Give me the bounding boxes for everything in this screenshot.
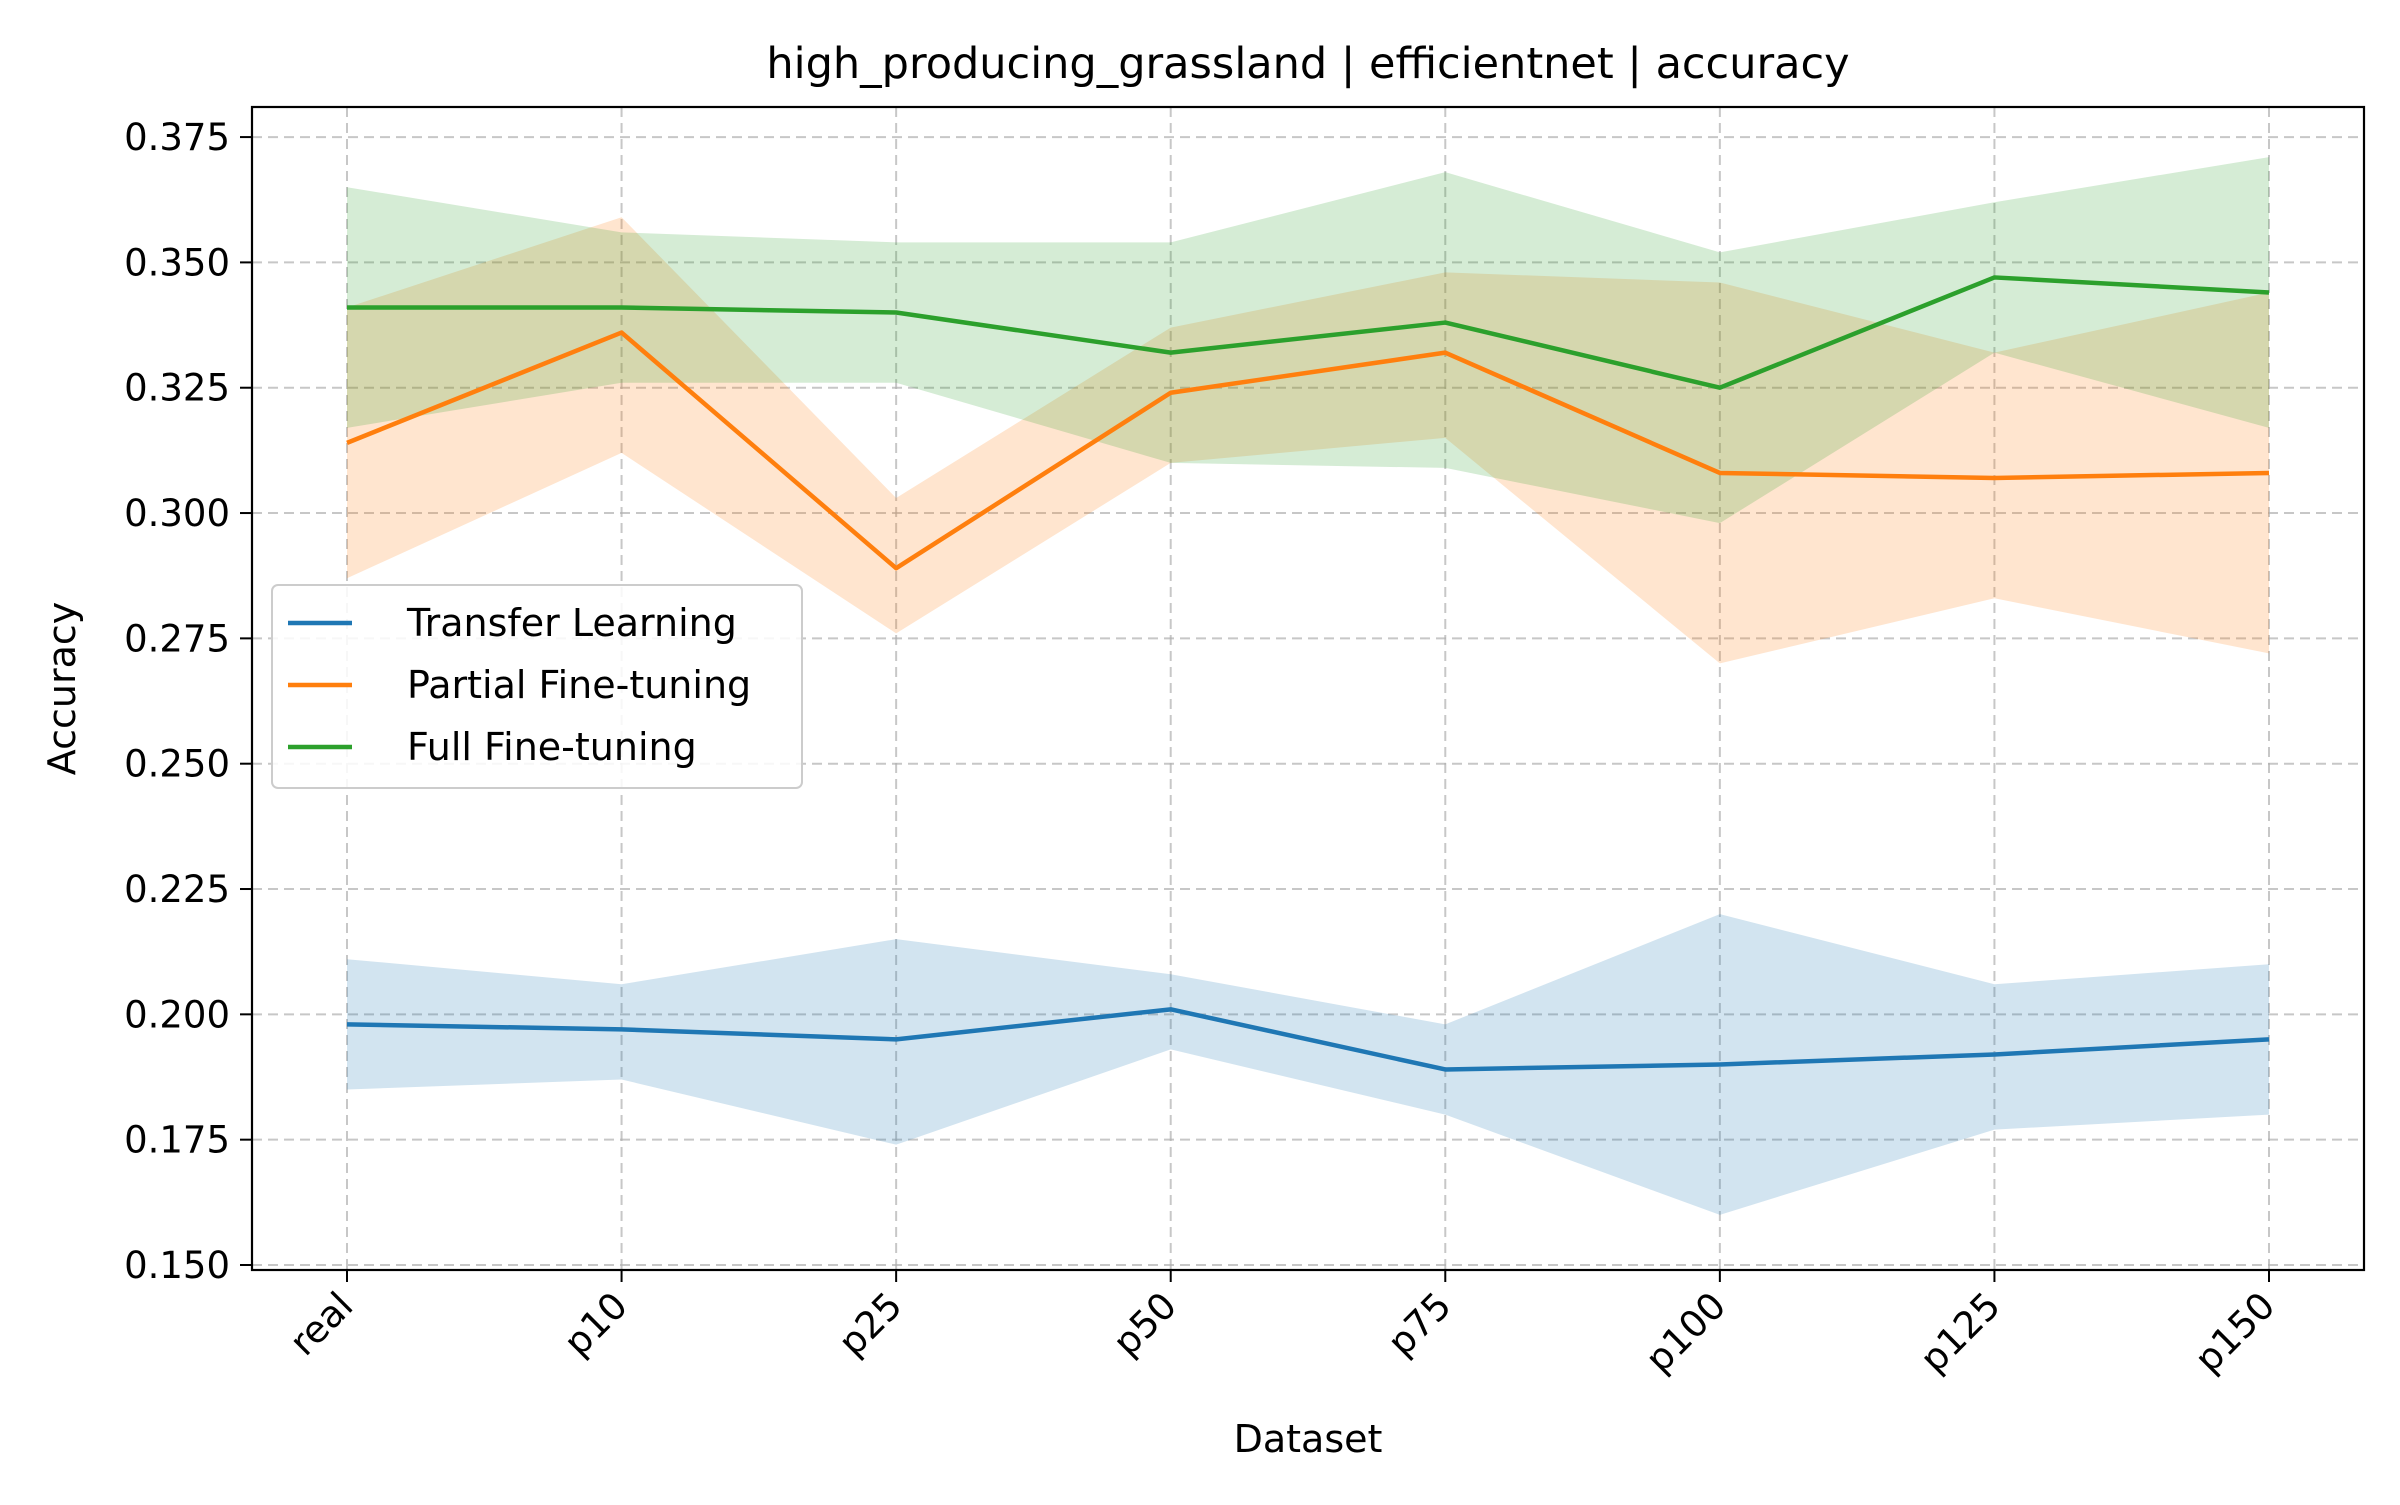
y-tick-label: 0.200 <box>124 993 230 1036</box>
legend: Transfer Learning Partial Fine-tuning Full… <box>271 584 803 789</box>
series-lines <box>346 275 2270 1072</box>
y-tick-label: 0.225 <box>124 868 230 911</box>
y-tick-label: 0.375 <box>124 116 230 159</box>
y-tick-label: 0.250 <box>124 743 230 786</box>
series-line <box>346 330 2270 571</box>
y-tick-label: 0.150 <box>124 1244 230 1287</box>
series-line <box>347 275 2270 390</box>
y-tick-label: 0.325 <box>124 367 230 410</box>
legend-label: Full Fine-tuning <box>407 725 697 769</box>
y-axis-label: Accuracy <box>40 602 84 776</box>
series-line <box>346 1007 2270 1072</box>
confidence-band <box>347 914 2269 1215</box>
confidence-band <box>347 217 2269 664</box>
y-tick-label: 0.175 <box>124 1119 230 1162</box>
confidence-band <box>347 157 2269 524</box>
y-tick-label: 0.300 <box>124 492 230 535</box>
y-tick-label: 0.350 <box>124 241 230 284</box>
x-axis-label: Dataset <box>1234 1417 1383 1461</box>
y-tick-label: 0.275 <box>124 617 230 660</box>
legend-label: Partial Fine-tuning <box>407 663 751 707</box>
legend-box <box>271 584 803 789</box>
plot-frame <box>250 105 2366 1272</box>
chart-title: high_producing_grassland | efficientnet … <box>766 39 1849 89</box>
legend-label: Transfer Learning <box>406 601 737 645</box>
confidence-bands <box>347 157 2269 1215</box>
